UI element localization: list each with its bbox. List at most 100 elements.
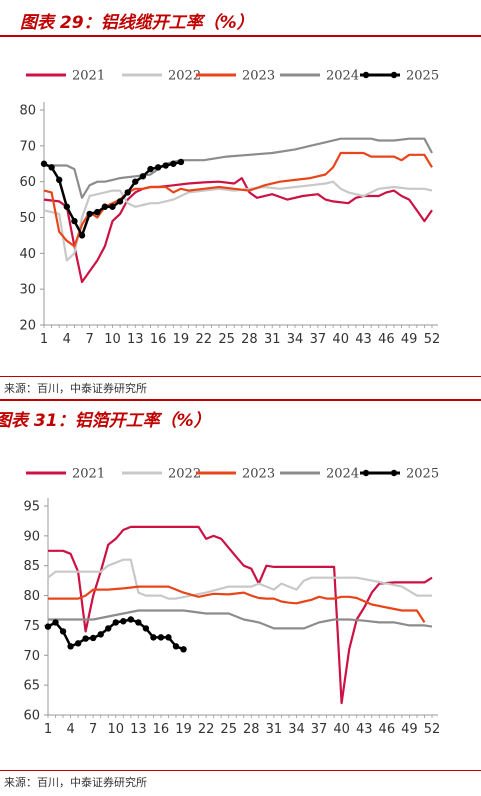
data-point-2025 xyxy=(52,619,59,626)
data-point-2025 xyxy=(177,158,185,166)
data-point-2025 xyxy=(40,160,48,167)
x-tick-label: 10 xyxy=(107,722,124,737)
x-tick-label: 46 xyxy=(379,722,396,737)
x-tick-label: 43 xyxy=(356,722,373,737)
x-tick-label: 25 xyxy=(220,722,237,737)
data-point-2025 xyxy=(142,625,150,632)
x-tick-label: 22 xyxy=(195,332,212,347)
y-tick-label: 60 xyxy=(23,709,40,724)
x-tick-label: 49 xyxy=(401,722,418,737)
y-tick-label: 95 xyxy=(23,500,40,515)
y-tick-label: 80 xyxy=(19,104,36,119)
legend-label: 2022 xyxy=(168,69,201,84)
data-point-2025 xyxy=(97,631,104,638)
x-tick-label: 1 xyxy=(40,332,48,347)
legend-marker xyxy=(390,71,398,79)
data-point-2025 xyxy=(165,634,172,641)
chart-title: 图表 31：铝箔开工率（%） xyxy=(0,411,211,431)
x-tick-label: 31 xyxy=(264,332,281,347)
y-tick-label: 40 xyxy=(19,247,36,262)
data-point-2025 xyxy=(71,217,78,225)
x-tick-label: 52 xyxy=(424,332,441,347)
series-line-2024 xyxy=(48,609,433,630)
x-tick-label: 28 xyxy=(241,332,258,347)
data-point-2025 xyxy=(63,203,71,210)
x-tick-label: 16 xyxy=(153,722,170,737)
x-tick-label: 40 xyxy=(333,722,350,737)
x-tick-label: 31 xyxy=(266,722,283,737)
data-point-2025 xyxy=(101,203,109,210)
source-rule xyxy=(0,770,481,771)
legend-label: 2021 xyxy=(72,69,105,84)
data-point-2025 xyxy=(78,232,86,239)
x-tick-label: 49 xyxy=(401,332,418,347)
legend-marker xyxy=(362,71,370,79)
x-tick-label: 28 xyxy=(243,722,260,737)
x-tick-label: 10 xyxy=(104,332,121,347)
data-point-2025 xyxy=(109,203,116,210)
source-note: 来源：百川，中泰证券研究所 xyxy=(4,776,147,789)
legend-label: 2024 xyxy=(326,69,359,84)
series-line-2024 xyxy=(44,137,433,199)
x-tick-label: 13 xyxy=(127,332,144,347)
data-point-2025 xyxy=(120,618,127,625)
data-point-2025 xyxy=(59,628,67,635)
series-line-2022 xyxy=(43,180,433,262)
data-point-2025 xyxy=(132,178,139,185)
x-tick-label: 40 xyxy=(332,332,349,347)
x-tick-label: 16 xyxy=(150,332,167,347)
data-point-2025 xyxy=(139,173,147,180)
data-point-2025 xyxy=(127,616,135,623)
x-tick-label: 7 xyxy=(89,722,97,737)
legend-label: 2025 xyxy=(406,69,439,84)
legend-label: 2023 xyxy=(242,467,275,482)
y-tick-label: 65 xyxy=(23,679,40,694)
source-note: 来源：百川，中泰证券研究所 xyxy=(4,382,147,395)
data-point-2025 xyxy=(67,643,74,650)
x-tick-label: 19 xyxy=(175,722,192,737)
data-point-2025 xyxy=(116,198,124,205)
legend-marker xyxy=(390,469,398,477)
y-tick-label: 30 xyxy=(19,283,36,298)
legend-label: 2025 xyxy=(406,467,439,482)
x-tick-label: 43 xyxy=(355,332,372,347)
series-line-2021 xyxy=(48,525,433,705)
title-rule xyxy=(0,35,481,37)
x-tick-label: 46 xyxy=(378,332,395,347)
x-tick-label: 4 xyxy=(63,332,71,347)
x-tick-label: 25 xyxy=(218,332,235,347)
y-tick-label: 75 xyxy=(23,619,40,634)
data-point-2025 xyxy=(94,208,101,216)
data-point-2025 xyxy=(48,164,55,171)
legend-marker xyxy=(362,469,370,477)
y-tick-label: 60 xyxy=(19,175,36,190)
data-point-2025 xyxy=(86,210,93,218)
y-tick-label: 90 xyxy=(23,529,40,544)
data-point-2025 xyxy=(82,635,89,642)
data-point-2025 xyxy=(56,176,63,184)
x-tick-label: 4 xyxy=(66,722,74,737)
y-tick-label: 70 xyxy=(19,139,36,154)
data-point-2025 xyxy=(154,164,162,171)
data-point-2025 xyxy=(150,634,157,641)
y-tick-label: 70 xyxy=(23,649,40,664)
x-tick-label: 52 xyxy=(424,722,441,737)
data-point-2025 xyxy=(157,634,165,641)
legend: 2021 2022 2023 2024 2025 xyxy=(26,467,439,482)
data-point-2025 xyxy=(112,619,119,626)
chart-title: 图表 29：铝线缆开工率（%） xyxy=(20,13,254,33)
y-tick-label: 85 xyxy=(23,559,40,574)
data-point-2025 xyxy=(124,189,131,196)
legend-label: 2021 xyxy=(72,467,105,482)
line-chart-wire-cable: 2021 2022 2023 2024 2025 20 30 40 50 60 70 80 1 4 7 10 1… xyxy=(19,69,441,348)
x-tick-label: 37 xyxy=(311,722,328,737)
data-point-2025 xyxy=(162,162,169,169)
title-rule xyxy=(0,399,481,401)
series-line-2022 xyxy=(47,558,432,600)
y-tick-label: 80 xyxy=(23,589,40,604)
series-line-2021 xyxy=(43,177,433,284)
legend-label: 2023 xyxy=(242,69,275,84)
data-point-2025 xyxy=(172,643,180,650)
data-point-2025 xyxy=(44,623,52,630)
